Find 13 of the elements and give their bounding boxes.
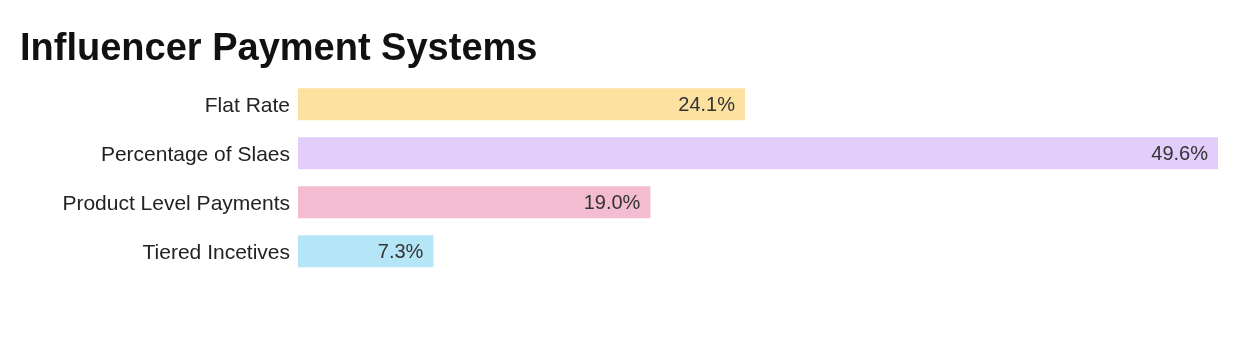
bar <box>298 235 434 268</box>
y-tick-label: Percentage of Slaes <box>100 141 290 165</box>
data-label: 49.6% <box>1151 142 1209 165</box>
bar <box>298 186 651 219</box>
chart-title: Influencer Payment Systems <box>19 25 539 70</box>
y-tick-label: Flat Rate <box>204 92 290 116</box>
y-tick-label: Product Level Payments <box>62 190 290 214</box>
bar <box>298 137 1218 170</box>
data-label: 24.1% <box>678 93 736 116</box>
data-label: 19.0% <box>583 191 641 214</box>
bar <box>298 88 746 121</box>
data-label: 7.3% <box>377 240 424 263</box>
y-tick-label: Tiered Incetives <box>142 239 290 263</box>
